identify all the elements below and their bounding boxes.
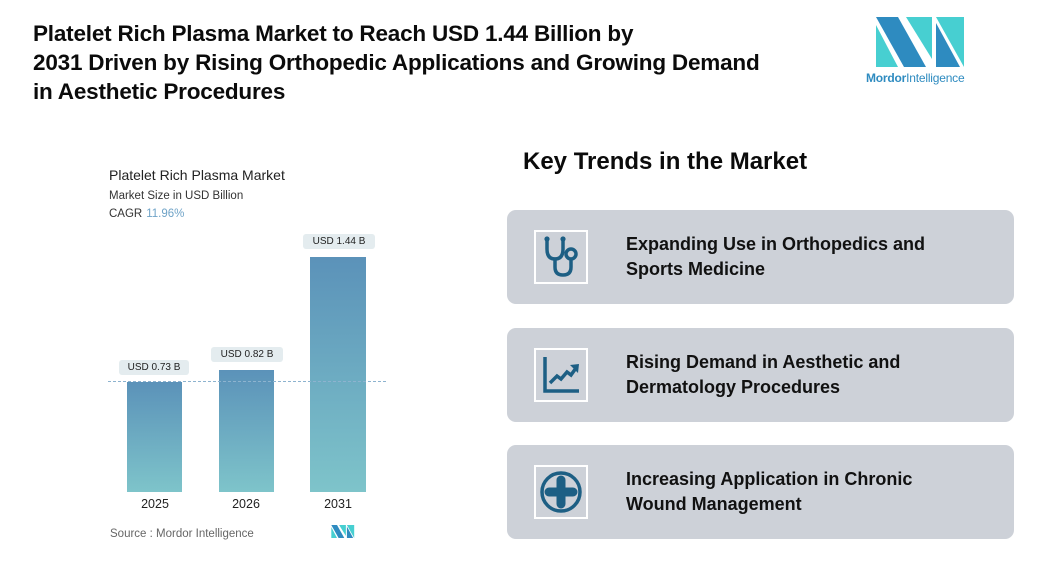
trends-title: Key Trends in the Market: [523, 148, 808, 175]
x-label-2031: 2031: [324, 497, 352, 511]
trend-text: Expanding Use in Orthopedics and Sports …: [626, 234, 926, 279]
x-label-2026: 2026: [232, 497, 260, 511]
bar-label-2026: USD 0.82 B: [211, 347, 283, 362]
cagr-value: 11.96%: [146, 208, 185, 220]
line-chart-icon: [543, 357, 579, 393]
logo-wordmark: MordorIntelligence: [866, 71, 965, 85]
bar-label-2025: USD 0.73 B: [119, 360, 189, 375]
title-line-3: in Aesthetic Procedures: [33, 79, 286, 104]
chart-cagr: CAGR 11.96%: [109, 208, 185, 220]
mordor-logo-mark-icon: [876, 17, 964, 67]
bar-2025: [127, 382, 182, 492]
title-line-2: 2031 Driven by Rising Orthopedic Applica…: [33, 50, 760, 75]
trend-card-wound: Increasing Application in Chronic Wound …: [507, 445, 1014, 539]
trend-icon-box: [534, 230, 588, 284]
bar-2026: [219, 370, 274, 492]
chart-subtitle: Market Size in USD Billion: [109, 190, 244, 202]
bar-2031: [310, 257, 366, 492]
trend-icon-box: [534, 348, 588, 402]
reference-dashed-line: [108, 381, 386, 382]
stethoscope-icon: [544, 236, 578, 277]
trend-icon-box: [534, 465, 588, 519]
trend-text: Increasing Application in Chronic Wound …: [626, 469, 913, 514]
chart-source: Source : Mordor Intelligence: [110, 528, 254, 540]
mordor-intelligence-logo: MordorIntelligence: [866, 17, 978, 87]
medical-cross-icon: [540, 471, 582, 513]
trend-card-orthopedics: Expanding Use in Orthopedics and Sports …: [507, 210, 1014, 304]
page-title: Platelet Rich Plasma Market to Reach USD…: [33, 19, 853, 106]
trend-card-aesthetic: Rising Demand in Aesthetic and Dermatolo…: [507, 328, 1014, 422]
market-size-chart: Platelet Rich Plasma Market Market Size …: [100, 160, 400, 550]
title-line-1: Platelet Rich Plasma Market to Reach USD…: [33, 21, 634, 46]
mordor-mini-logo-icon: [331, 525, 355, 538]
trend-text: Rising Demand in Aesthetic and Dermatolo…: [626, 352, 901, 397]
bar-label-2031: USD 1.44 B: [303, 234, 375, 249]
x-label-2025: 2025: [141, 497, 169, 511]
chart-title: Platelet Rich Plasma Market: [109, 167, 285, 183]
